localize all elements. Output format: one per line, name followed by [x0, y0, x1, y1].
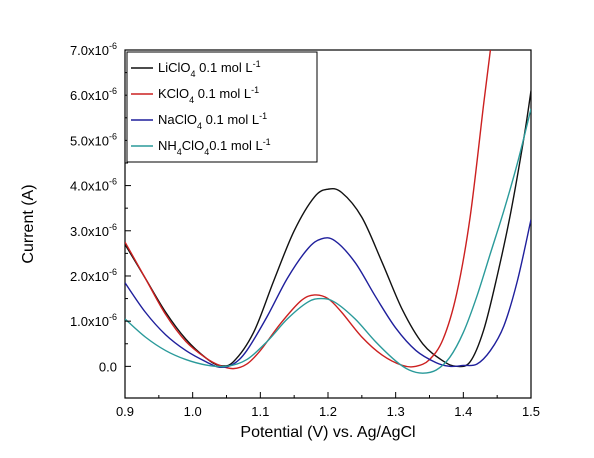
legend-label-part: 4 — [177, 147, 182, 157]
y-tick-exponent: -6 — [109, 41, 117, 51]
y-tick-mantissa: 7.0x10 — [70, 43, 109, 58]
y-tick-mantissa: 3.0x10 — [70, 224, 109, 239]
y-tick-mantissa: 6.0x10 — [70, 88, 109, 103]
legend-label-part: 4 — [204, 147, 209, 157]
y-tick-label: 5.0x10-6 — [70, 131, 117, 148]
y-tick-exponent: -6 — [109, 222, 117, 232]
y-tick-label: 4.0x10-6 — [70, 177, 117, 194]
legend-label-part: LiClO — [158, 60, 191, 75]
x-axis-title: Potential (V) vs. Ag/AgCl — [240, 424, 415, 441]
series-line-1 — [125, 50, 492, 370]
y-tick-label: 0.0 — [99, 359, 117, 374]
x-tick-label: 1.1 — [251, 404, 269, 419]
legend-label-part: -1 — [263, 137, 271, 147]
y-tick-exponent: -6 — [109, 177, 117, 187]
series-line-3 — [125, 108, 531, 374]
y-axis-title: Current (A) — [20, 184, 37, 263]
y-tick-label: 7.0x10-6 — [70, 41, 117, 58]
legend-label-part: -1 — [259, 111, 267, 121]
x-tick-label: 0.9 — [116, 404, 134, 419]
y-tick-mantissa: 0.0 — [99, 359, 117, 374]
legend-label-part: 0.1 mol L — [202, 112, 259, 127]
legend-label-part: 0.1 mol L — [194, 86, 251, 101]
legend-label-part: ClO — [182, 138, 204, 153]
legend-box — [126, 51, 318, 163]
legend-label: NaClO4 0.1 mol L-1 — [158, 111, 267, 131]
x-tick-label: 1.5 — [522, 404, 540, 419]
legend-label-part: -1 — [253, 59, 261, 69]
y-tick-exponent: -6 — [109, 86, 117, 96]
y-tick-mantissa: 1.0x10 — [70, 314, 109, 329]
y-tick-label: 3.0x10-6 — [70, 222, 117, 239]
legend-label: LiClO4 0.1 mol L-1 — [158, 59, 261, 79]
legend-label: KClO4 0.1 mol L-1 — [158, 85, 259, 105]
legend-label-part: 4 — [189, 95, 194, 105]
y-tick-label: 1.0x10-6 — [70, 312, 117, 329]
x-tick-label: 1.3 — [387, 404, 405, 419]
legend-label-part: KClO — [158, 86, 189, 101]
y-tick-exponent: -6 — [109, 131, 117, 141]
legend-label-part: 0.1 mol L — [196, 60, 253, 75]
series-layer — [125, 50, 531, 374]
y-tick-exponent: -6 — [109, 312, 117, 322]
y-tick-exponent: -6 — [109, 267, 117, 277]
x-tick-label: 1.2 — [319, 404, 337, 419]
y-tick-label: 2.0x10-6 — [70, 267, 117, 284]
x-tick-label: 1.0 — [184, 404, 202, 419]
y-tick-label: 6.0x10-6 — [70, 86, 117, 103]
y-tick-mantissa: 2.0x10 — [70, 269, 109, 284]
y-tick-mantissa: 5.0x10 — [70, 133, 109, 148]
legend-label-part: -1 — [251, 85, 259, 95]
legend-label-part: 0.1 mol L — [209, 138, 262, 153]
x-tick-label: 1.4 — [454, 404, 472, 419]
legend-label: NH4ClO40.1 mol L-1 — [158, 137, 271, 157]
ticks-layer: 0.9 1.0 1.1 1.2 1.3 1.4 1.50.01.0x10-62.0x10-6… — [70, 41, 540, 419]
legend-label-part: 4 — [191, 69, 196, 79]
legend-label-part: NH — [158, 138, 177, 153]
y-tick-mantissa: 4.0x10 — [70, 179, 109, 194]
legend-label-part: 4 — [197, 121, 202, 131]
legend-label-part: NaClO — [158, 112, 197, 127]
series-line-2 — [125, 219, 531, 369]
